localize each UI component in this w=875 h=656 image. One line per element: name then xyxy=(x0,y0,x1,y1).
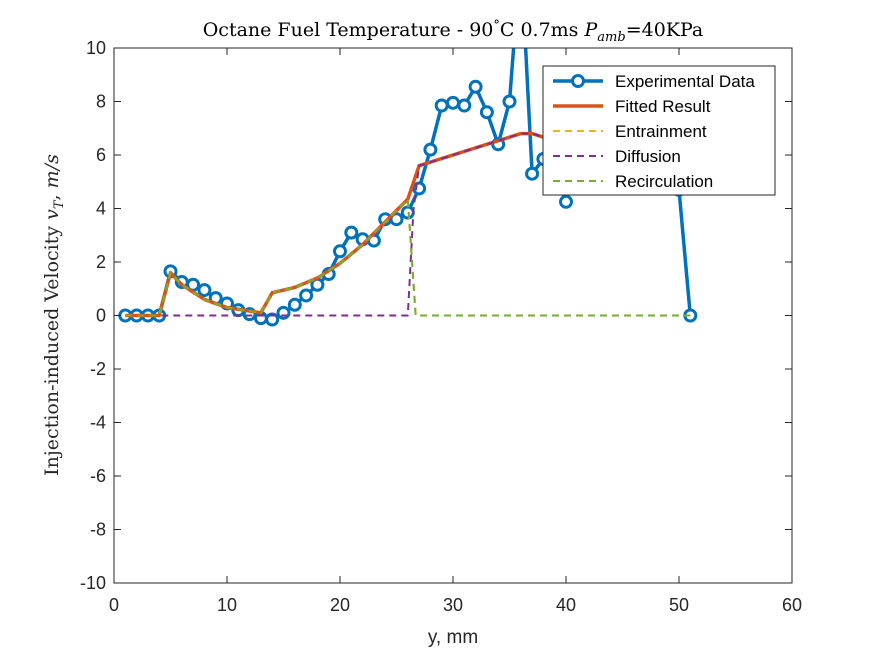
data-point xyxy=(389,212,404,227)
series-line-recirculation xyxy=(125,198,691,317)
y-tick-label: 10 xyxy=(86,38,106,58)
y-tick-label: -6 xyxy=(90,466,106,486)
y-tick-label: -4 xyxy=(90,413,106,433)
chart-title: Octane Fuel Temperature - 90°C 0.7ms Pam… xyxy=(203,18,704,45)
data-point xyxy=(299,288,314,303)
data-point xyxy=(502,94,517,109)
x-tick-label: 20 xyxy=(330,595,350,615)
x-tick-label: 10 xyxy=(217,595,237,615)
x-axis-label: y, mm xyxy=(428,627,478,648)
data-point xyxy=(197,283,212,298)
tick-layer: 0 10 20 30 40 50 60 -10 -8 -6 -4 -2 0 2 4 6 8 10 xyxy=(80,38,802,615)
data-point xyxy=(276,305,291,320)
data-point xyxy=(423,142,438,157)
data-point xyxy=(265,312,280,327)
data-point xyxy=(479,105,494,120)
series-line-diffusion xyxy=(125,132,567,317)
y-tick-label: 4 xyxy=(96,199,106,219)
y-tick-label: -2 xyxy=(90,359,106,379)
data-point xyxy=(525,166,540,181)
data-point xyxy=(333,244,347,259)
data-point xyxy=(287,297,302,312)
y-tick-label: 0 xyxy=(96,306,106,326)
data-point xyxy=(559,194,573,209)
x-tick-label: 30 xyxy=(443,595,463,615)
legend-marker xyxy=(571,74,585,88)
y-axis-label: Injection-induced Velocity vT, m/s xyxy=(41,154,67,476)
legend-label: Fitted Result xyxy=(615,97,711,116)
data-point xyxy=(468,79,483,94)
legend-label: Entrainment xyxy=(615,122,707,141)
legend-label: Recirculation xyxy=(615,172,713,191)
data-point xyxy=(457,98,472,113)
legend-label: Diffusion xyxy=(615,147,681,166)
y-tick-label: 8 xyxy=(96,92,106,112)
x-tick-label: 0 xyxy=(109,595,119,615)
y-tick-label: 6 xyxy=(96,145,106,165)
data-point xyxy=(434,98,449,113)
x-tick-label: 40 xyxy=(556,595,576,615)
x-tick-label: 50 xyxy=(669,595,689,615)
data-point xyxy=(344,225,359,240)
legend: Experimental Data Fitted Result Entrainmen… xyxy=(542,65,776,196)
y-tick-label: -10 xyxy=(80,573,106,593)
y-tick-label: 2 xyxy=(96,252,106,272)
legend-label: Experimental Data xyxy=(615,72,755,91)
x-tick-label: 60 xyxy=(782,595,802,615)
y-tick-label: -8 xyxy=(90,520,106,540)
data-point xyxy=(446,95,460,110)
